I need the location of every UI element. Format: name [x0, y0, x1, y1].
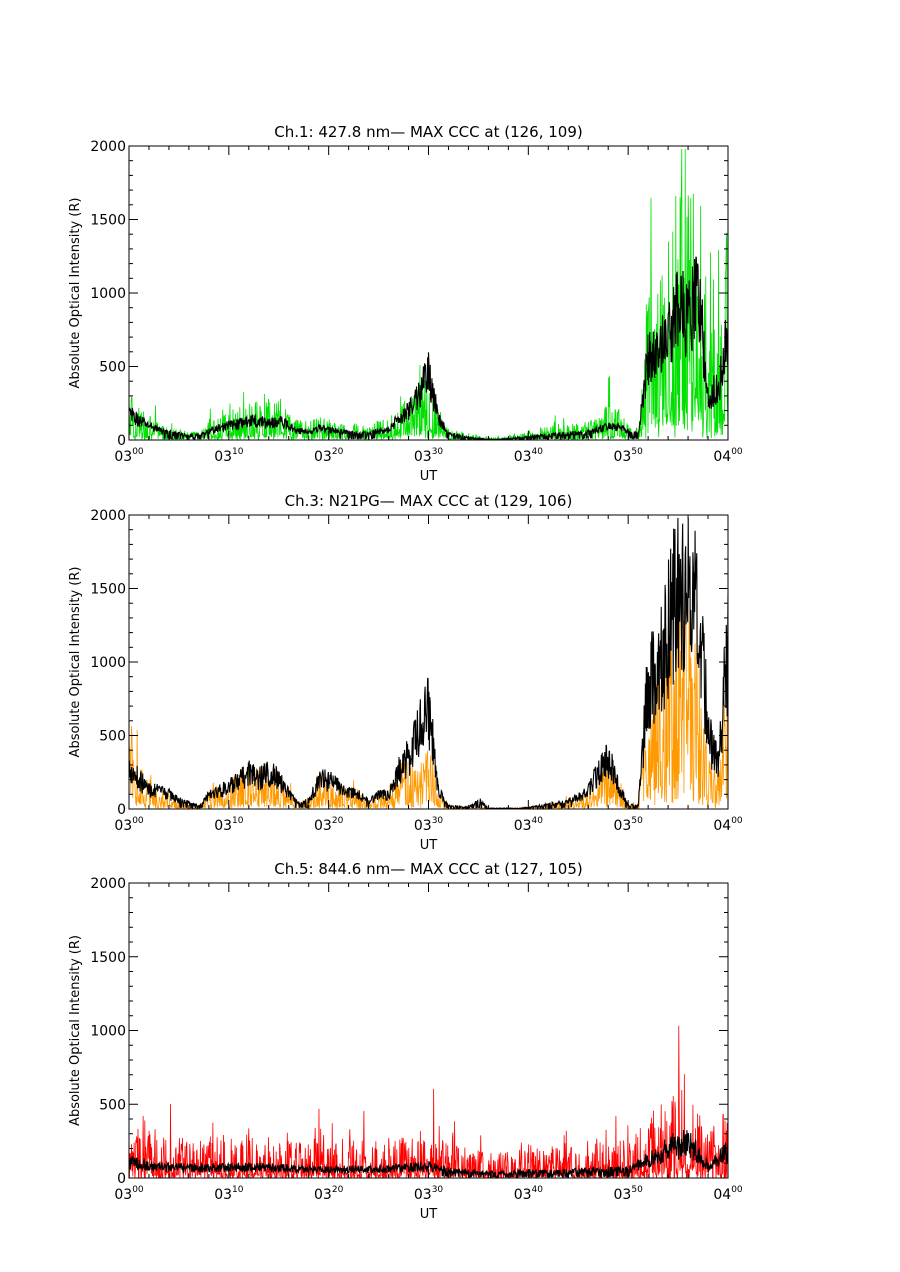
- chart-title: Ch.1: 427.8 nm— MAX CCC at (126, 109): [274, 123, 583, 141]
- y-tick-label: 2000: [90, 139, 126, 155]
- y-axis-label: Absolute Optical Intensity (R): [68, 935, 83, 1126]
- x-tick-label: 0400: [713, 447, 743, 465]
- plot-frame: [128, 514, 729, 810]
- x-tick-label: 0320: [314, 447, 344, 465]
- chart-panel-1: 0 500 1000 1500 2000 0300 0310 0320 0330 0340 0350…: [68, 123, 743, 484]
- x-tick-label: 0330: [414, 447, 444, 465]
- chart-title: Ch.3: N21PG— MAX CCC at (129, 106): [285, 492, 573, 510]
- y-tick-label: 0: [117, 802, 126, 818]
- x-tick-label: 0310: [214, 816, 244, 834]
- y-tick-label: 2000: [90, 508, 126, 524]
- y-tick-label: 1000: [90, 655, 126, 671]
- series-2-line: [129, 517, 728, 809]
- series-1-line: [129, 148, 728, 440]
- x-tick-label: 0330: [414, 1185, 444, 1203]
- x-tick-label: 0300: [114, 816, 144, 834]
- x-axis-label: UT: [420, 1207, 438, 1222]
- x-tick-label: 0320: [314, 816, 344, 834]
- y-tick-label: 1000: [90, 1024, 126, 1040]
- x-tick-label: 0340: [514, 1185, 544, 1203]
- x-tick-label: 0310: [214, 447, 244, 465]
- series-1-line: [129, 1025, 728, 1178]
- y-axis-label: Absolute Optical Intensity (R): [68, 198, 83, 389]
- plot-frame: [128, 145, 729, 441]
- y-axis-label: Absolute Optical Intensity (R): [68, 567, 83, 758]
- y-tick-label: 1500: [90, 582, 126, 598]
- y-tick-label: 0: [117, 433, 126, 449]
- x-tick-label: 0320: [314, 1185, 344, 1203]
- x-tick-label: 0400: [713, 816, 743, 834]
- y-tick-label: 1500: [90, 950, 126, 966]
- y-tick-label: 0: [117, 1171, 126, 1187]
- x-tick-label: 0400: [713, 1185, 743, 1203]
- chart-panel-2: 0 500 1000 1500 2000 0300 0310 0320 0330 0340 0350…: [68, 492, 743, 853]
- plot-frame: [128, 882, 729, 1179]
- y-tick-label: 500: [99, 360, 126, 376]
- y-tick-label: 2000: [90, 876, 126, 892]
- x-tick-label: 0340: [514, 447, 544, 465]
- x-tick-label: 0350: [614, 816, 644, 834]
- series-2-line: [129, 256, 728, 440]
- y-tick-label: 1000: [90, 286, 126, 302]
- x-tick-label: 0350: [614, 1185, 644, 1203]
- x-tick-label: 0310: [214, 1185, 244, 1203]
- chart-title: Ch.5: 844.6 nm— MAX CCC at (127, 105): [274, 860, 583, 878]
- y-tick-label: 500: [99, 729, 126, 745]
- x-axis-label: UT: [420, 469, 438, 484]
- x-tick-label: 0340: [514, 816, 544, 834]
- chart-panel-3: 0 500 1000 1500 2000 0300 0310 0320 0330 0340 0350…: [68, 860, 743, 1222]
- x-tick-label: 0350: [614, 447, 644, 465]
- y-tick-label: 1500: [90, 213, 126, 229]
- x-axis-label: UT: [420, 838, 438, 853]
- x-tick-label: 0300: [114, 1185, 144, 1203]
- y-tick-label: 500: [99, 1097, 126, 1113]
- x-tick-label: 0330: [414, 816, 444, 834]
- x-tick-label: 0300: [114, 447, 144, 465]
